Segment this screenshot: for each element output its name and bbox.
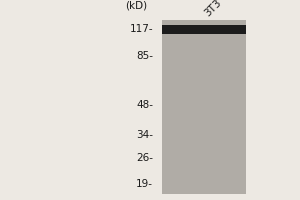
Text: 117-: 117- [129, 24, 153, 34]
Text: 85-: 85- [136, 51, 153, 61]
Text: 26-: 26- [136, 153, 153, 163]
Text: 48-: 48- [136, 100, 153, 110]
Bar [162, 25, 246, 34]
Text: 34-: 34- [136, 130, 153, 140]
Text: 19-: 19- [136, 179, 153, 189]
Text: 3T3: 3T3 [203, 0, 224, 18]
FancyBboxPatch shape [162, 20, 246, 194]
Text: (kD): (kD) [125, 0, 147, 10]
